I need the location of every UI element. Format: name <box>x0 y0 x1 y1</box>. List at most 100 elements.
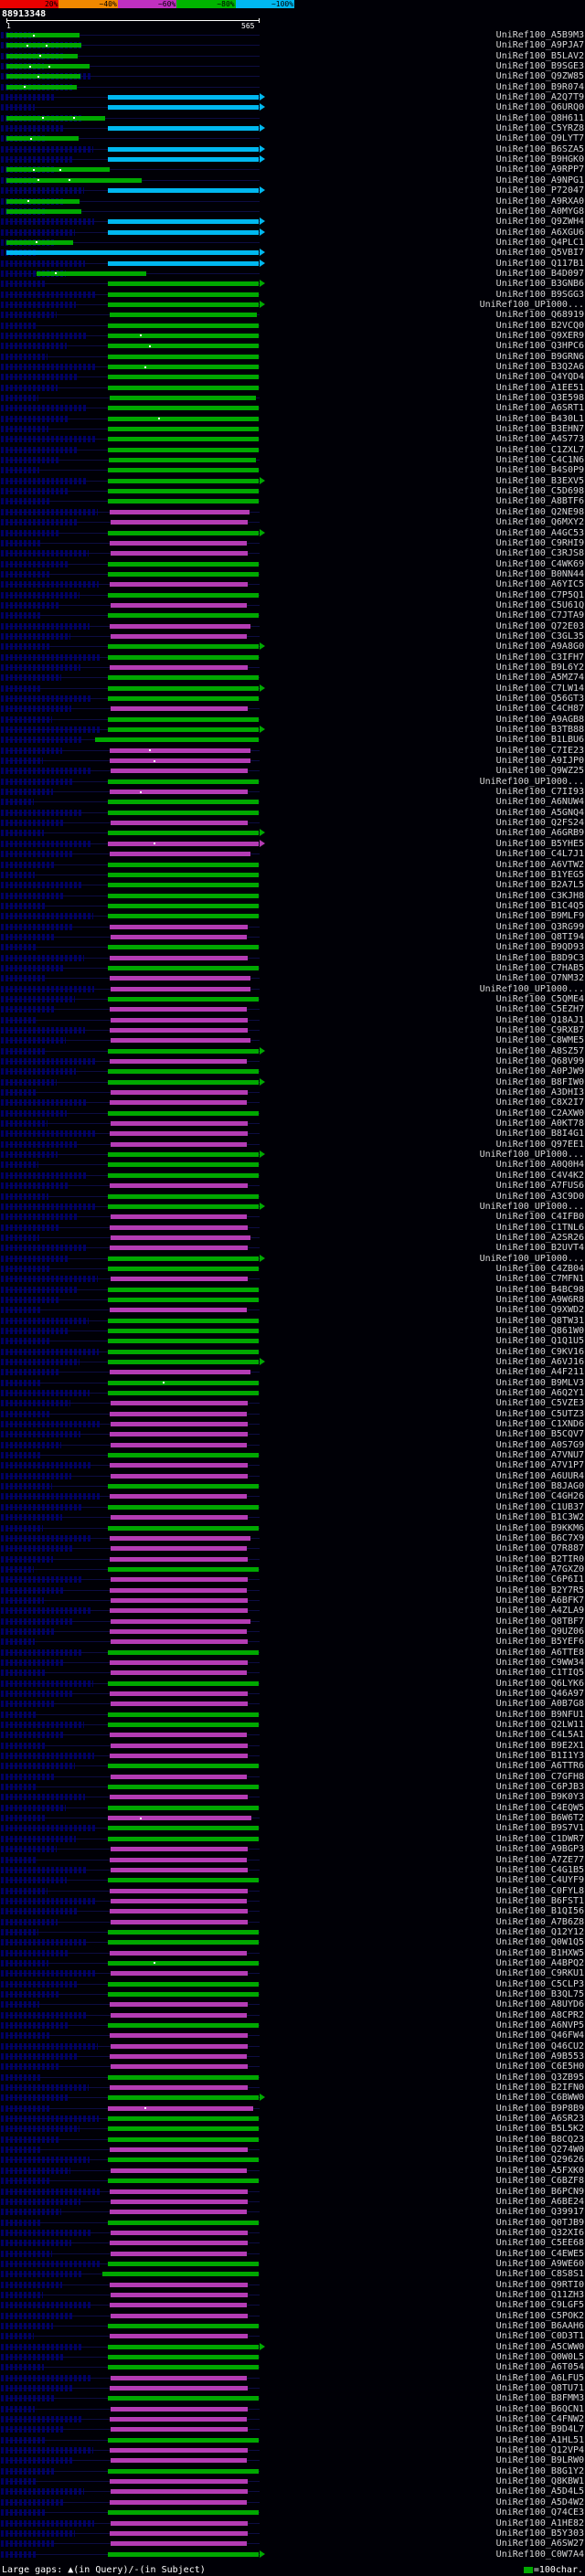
hit-label[interactable]: UniRef100_Q9XWD2 <box>495 1305 584 1316</box>
hit-label[interactable]: UniRef100_C5YRZ8 <box>495 123 584 134</box>
hit-label[interactable]: UniRef100_Q3ZB95 <box>495 2072 584 2083</box>
hit-bar[interactable] <box>110 1535 250 1541</box>
hit-bar[interactable] <box>108 1826 259 1831</box>
hit-bar[interactable] <box>108 893 259 898</box>
hit-label[interactable]: UniRef100_A9RXA0 <box>495 196 584 207</box>
hit-label[interactable]: UniRef100_A7FUS6 <box>495 1181 584 1192</box>
hit-bar[interactable] <box>108 1287 259 1292</box>
hit-bar[interactable] <box>111 2199 248 2204</box>
hit-bar[interactable] <box>110 976 250 981</box>
hit-label[interactable]: UniRef100_C6BZF8 <box>495 2176 584 2187</box>
hit-label[interactable]: UniRef100_Q32XI6 <box>495 2227 584 2238</box>
hit-label[interactable]: UniRef100_B9HGK0 <box>495 154 584 165</box>
hit-label[interactable]: UniRef100_A6NVP5 <box>495 2020 584 2030</box>
hit-bar[interactable] <box>108 831 259 836</box>
hit-bar[interactable] <box>108 1318 259 1323</box>
hit-label[interactable]: UniRef100_B5LAV2 <box>495 50 584 61</box>
hit-bar[interactable] <box>108 965 259 970</box>
hit-bar[interactable] <box>111 706 248 712</box>
hit-bar[interactable] <box>108 727 259 733</box>
hit-label[interactable]: UniRef100_A7V1P7 <box>495 1460 584 1471</box>
hit-bar[interactable] <box>108 644 259 650</box>
hit-label[interactable]: UniRef100_B6QCN1 <box>495 2403 584 2414</box>
hit-bar[interactable] <box>36 270 146 276</box>
hit-bar[interactable] <box>108 1203 259 1209</box>
hit-label[interactable]: UniRef100_Q3HPC6 <box>495 341 584 352</box>
hit-bar[interactable] <box>108 1723 259 1728</box>
hit-label[interactable]: UniRef100_A9BGP3 <box>495 1844 584 1855</box>
hit-bar[interactable] <box>108 416 259 421</box>
hit-label[interactable]: UniRef100_Q18AJ1 <box>495 1014 584 1025</box>
hit-bar[interactable] <box>111 2520 248 2526</box>
hit-label[interactable]: UniRef100_B1HXW5 <box>495 1947 584 1958</box>
hit-bar[interactable] <box>6 136 79 142</box>
hit-bar[interactable] <box>110 2417 247 2422</box>
hit-label[interactable]: UniRef100_A6SR23 <box>495 2114 584 2125</box>
hit-bar[interactable] <box>111 2251 247 2256</box>
hit-label[interactable]: UniRef100_A7VNU7 <box>495 1450 584 1461</box>
hit-label[interactable]: UniRef100_C9KV16 <box>495 1346 584 1357</box>
hit-bar[interactable] <box>108 229 259 235</box>
hit-bar[interactable] <box>108 1256 259 1261</box>
hit-label[interactable]: UniRef100_Q4YQD4 <box>495 372 584 383</box>
hit-label[interactable]: UniRef100_Q46FW4 <box>495 2030 584 2041</box>
hit-label[interactable]: UniRef100_C2AXW0 <box>495 1108 584 1118</box>
hit-label[interactable]: UniRef100_C5VZE3 <box>495 1398 584 1409</box>
hit-bar[interactable] <box>111 1618 250 1624</box>
hit-label[interactable]: UniRef100_B2A7L5 <box>495 880 584 891</box>
hit-bar[interactable] <box>111 2406 248 2412</box>
hit-label[interactable]: UniRef100_C7GFH8 <box>495 1771 584 1782</box>
hit-bar[interactable] <box>108 2365 259 2370</box>
hit-label[interactable]: UniRef100_C5EE68 <box>495 2238 584 2249</box>
hit-bar[interactable] <box>110 1131 248 1137</box>
hit-bar[interactable] <box>6 239 73 245</box>
hit-label[interactable]: UniRef100_A4S773 <box>495 434 584 445</box>
hit-bar[interactable] <box>108 561 259 567</box>
hit-bar[interactable] <box>108 1712 259 1717</box>
hit-label[interactable]: UniRef100_B1C3W2 <box>495 1512 584 1523</box>
hit-label[interactable]: UniRef100_A4ZLA9 <box>495 1606 584 1617</box>
hit-label[interactable]: UniRef100_B5YEF6 <box>495 1637 584 1648</box>
hit-bar[interactable] <box>111 1141 247 1147</box>
hit-bar[interactable] <box>108 1504 259 1510</box>
hit-bar[interactable] <box>110 623 250 629</box>
hit-label[interactable]: UniRef100_A3DHI3 <box>495 1087 584 1098</box>
hit-bar[interactable] <box>110 1370 250 1375</box>
hit-label[interactable]: UniRef100_A5B9M3 <box>495 30 584 40</box>
hit-label[interactable]: UniRef100_C4EQW5 <box>495 1802 584 1813</box>
hit-bar[interactable] <box>108 1339 259 1344</box>
hit-bar[interactable] <box>110 2189 248 2194</box>
hit-label[interactable]: UniRef100_Q9LYT7 <box>495 133 584 144</box>
hit-label[interactable]: UniRef100_B5CQV7 <box>495 1429 584 1440</box>
hit-bar[interactable] <box>108 1349 259 1354</box>
hit-label[interactable]: UniRef100_B5L5K2 <box>495 2124 584 2135</box>
hit-label[interactable]: UniRef100_B6AAH6 <box>495 2320 584 2331</box>
hit-label[interactable]: UniRef100_Q2FS24 <box>495 818 584 829</box>
hit-label[interactable]: UniRef100_B3GNB6 <box>495 279 584 290</box>
hit-bar[interactable] <box>111 1121 248 1127</box>
hit-bar[interactable] <box>6 43 81 48</box>
hit-bar[interactable] <box>111 821 248 826</box>
hit-bar[interactable] <box>108 1981 259 1987</box>
hit-label[interactable]: UniRef100_Q11ZH3 <box>495 2289 584 2300</box>
hit-bar[interactable] <box>110 1100 247 1106</box>
hit-bar[interactable] <box>108 696 259 701</box>
hit-label[interactable]: UniRef100_Q72E03 <box>495 620 584 631</box>
hit-bar[interactable] <box>111 2012 247 2018</box>
hit-label[interactable]: UniRef100_C1XND6 <box>495 1419 584 1430</box>
hit-label[interactable]: UniRef100_A7ZE77 <box>495 1854 584 1865</box>
hit-bar[interactable] <box>108 1391 259 1396</box>
hit-bar[interactable] <box>110 955 248 960</box>
hit-label[interactable]: UniRef100_A9IJP0 <box>495 756 584 767</box>
hit-bar[interactable] <box>108 530 259 535</box>
hit-bar[interactable] <box>111 1515 248 1521</box>
hit-label[interactable]: UniRef100_C6P6I1 <box>495 1574 584 1585</box>
hit-label[interactable]: UniRef100_B6W6T2 <box>495 1813 584 1824</box>
hit-label[interactable]: UniRef100_A4GC53 <box>495 527 584 538</box>
hit-label[interactable]: UniRef100_A6XGU6 <box>495 227 584 238</box>
hit-label[interactable]: UniRef100_B6PCN9 <box>495 2186 584 2197</box>
hit-bar[interactable] <box>108 675 259 681</box>
hit-bar[interactable] <box>108 302 259 307</box>
hit-bar[interactable] <box>111 2313 248 2318</box>
hit-bar[interactable] <box>108 2074 259 2080</box>
